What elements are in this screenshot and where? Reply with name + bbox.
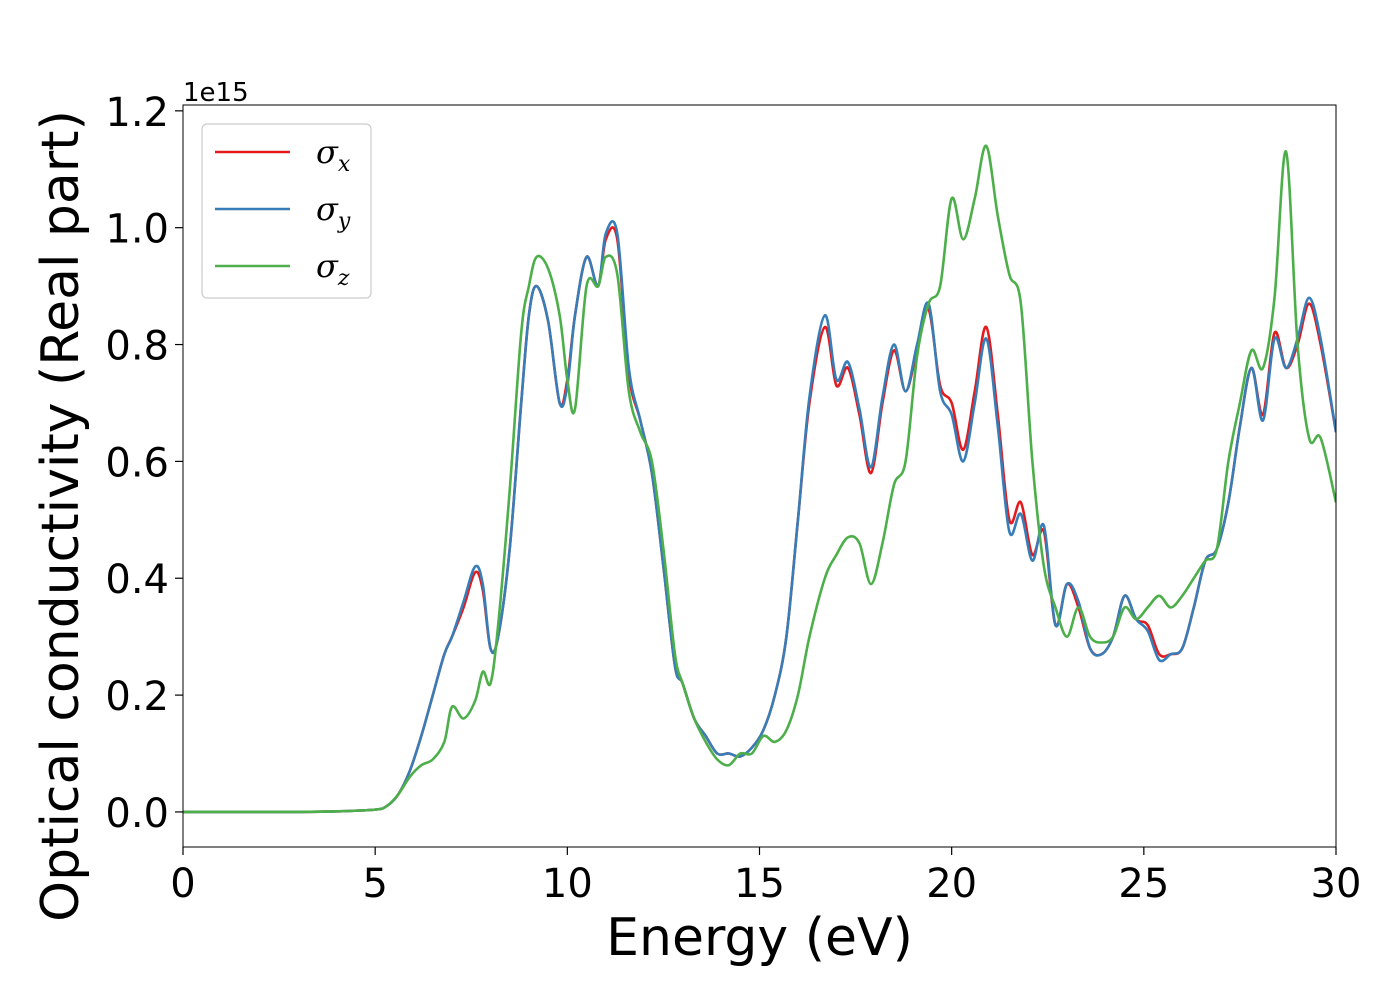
- x-tick-label: 30: [1311, 861, 1362, 907]
- plot-area: [183, 105, 1336, 847]
- x-tick-label: 25: [1118, 861, 1169, 907]
- y-tick-label: 1.2: [105, 90, 169, 136]
- y-offset-label: 1e15: [183, 78, 249, 108]
- y-tick-label: 0.2: [105, 674, 169, 720]
- x-tick-label: 20: [926, 861, 977, 907]
- y-axis: 0.0 0.2 0.4 0.6 0.8 1.0 1.2: [105, 90, 183, 837]
- legend: σx σy σz: [201, 123, 372, 299]
- legend-label: σx: [316, 133, 351, 177]
- x-tick-label: 0: [170, 861, 195, 907]
- y-tick-label: 0.0: [105, 791, 169, 837]
- x-tick-label: 5: [362, 861, 387, 907]
- y-tick-label: 0.4: [105, 557, 169, 603]
- y-tick-label: 0.6: [105, 440, 169, 486]
- y-axis-label: Optical conductivity (Real part): [31, 110, 91, 922]
- series-group: [183, 144, 1336, 814]
- y-tick-label: 0.8: [105, 324, 169, 370]
- x-tick-label: 15: [734, 861, 785, 907]
- legend-label: σz: [316, 247, 350, 291]
- x-axis: 0 5 10 15 20 25 30: [170, 847, 1361, 907]
- x-tick-label: 10: [542, 861, 593, 907]
- legend-label: σy: [316, 190, 351, 234]
- legend-box: [201, 123, 372, 299]
- series-line-2: [183, 220, 1336, 814]
- y-tick-label: 1.0: [105, 207, 169, 253]
- x-axis-label: Energy (eV): [606, 908, 913, 968]
- series-line-3: [183, 144, 1336, 814]
